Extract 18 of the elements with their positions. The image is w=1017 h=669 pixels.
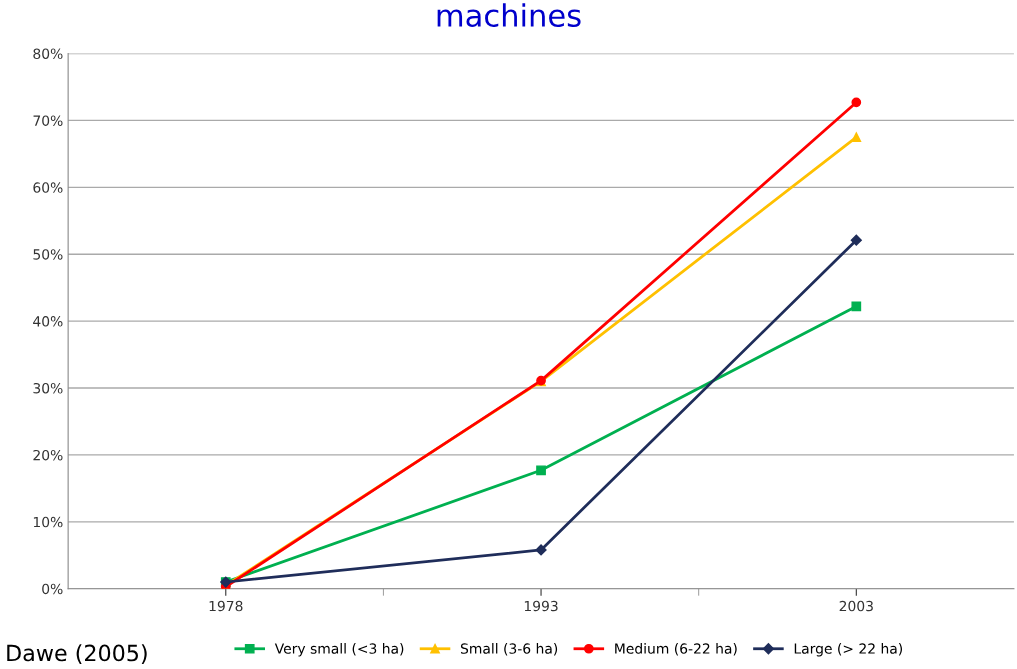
y-tick-label: 10% <box>33 516 63 528</box>
x-tick-label: 1993 <box>524 600 558 612</box>
y-tick-label: 50% <box>33 249 63 260</box>
legend-label: Small (3-6 ha) <box>460 643 558 656</box>
text: Dawe (2005) <box>7 644 147 664</box>
legend-label: Medium (6-22 ha) <box>615 643 737 656</box>
legend-label: Large (> 22 ha) <box>794 643 903 657</box>
y-tick-label: 40% <box>33 316 63 327</box>
y-tick-label: 0% <box>42 583 63 595</box>
y-tick-label: 80% <box>33 48 63 59</box>
chart-title: machines <box>437 3 581 27</box>
y-tick-label: 60% <box>33 182 63 193</box>
x-tick-label: 2003 <box>839 600 873 612</box>
y-tick-label: 70% <box>33 115 63 126</box>
x-tick-label: 1978 <box>209 600 243 612</box>
y-tick-label: 20% <box>33 449 63 461</box>
legend-label: Very small (<3 ha) <box>274 643 404 657</box>
y-tick-label: 30% <box>33 382 63 394</box>
